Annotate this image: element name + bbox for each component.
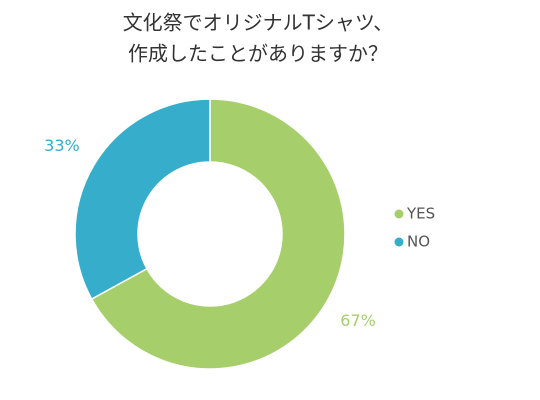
chart-title: 作成したことがありますか？ bbox=[128, 42, 388, 66]
chart-title: 文化祭でオリジナルTシャツ、 bbox=[123, 11, 394, 35]
donut-segment bbox=[90, 98, 346, 370]
donut-segment bbox=[74, 98, 211, 301]
value-label: 67% bbox=[340, 311, 376, 330]
legend-label: NO bbox=[407, 233, 430, 251]
legend-label: YES bbox=[406, 205, 435, 223]
value-label: 33% bbox=[44, 136, 80, 155]
legend-marker bbox=[394, 209, 404, 219]
legend-marker bbox=[394, 237, 404, 247]
